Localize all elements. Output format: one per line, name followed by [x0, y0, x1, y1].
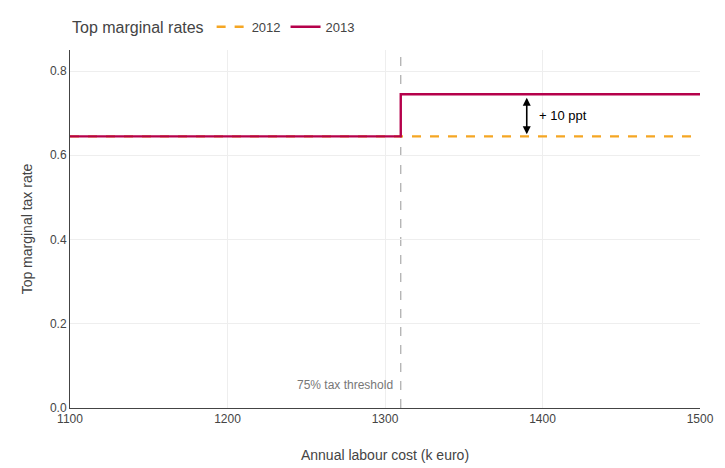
- svg-text:0.6: 0.6: [50, 148, 67, 162]
- svg-text:75% tax threshold: 75% tax threshold: [297, 378, 393, 392]
- svg-text:2012: 2012: [252, 20, 281, 35]
- svg-text:2013: 2013: [326, 20, 355, 35]
- svg-text:0.0: 0.0: [50, 401, 67, 415]
- svg-text:1100: 1100: [57, 412, 83, 426]
- svg-text:Annual labour cost (k euro): Annual labour cost (k euro): [301, 447, 469, 463]
- svg-text:+ 10 ppt: + 10 ppt: [539, 108, 587, 123]
- svg-text:0.8: 0.8: [50, 64, 67, 78]
- svg-text:0.2: 0.2: [50, 317, 67, 331]
- svg-text:0.4: 0.4: [50, 233, 67, 247]
- svg-text:1400: 1400: [529, 412, 556, 426]
- svg-text:1500: 1500: [687, 412, 714, 426]
- svg-text:1300: 1300: [372, 412, 399, 426]
- svg-text:Top marginal rates: Top marginal rates: [72, 19, 204, 36]
- svg-text:Top marginal tax rate: Top marginal tax rate: [19, 163, 35, 294]
- svg-text:1200: 1200: [214, 412, 241, 426]
